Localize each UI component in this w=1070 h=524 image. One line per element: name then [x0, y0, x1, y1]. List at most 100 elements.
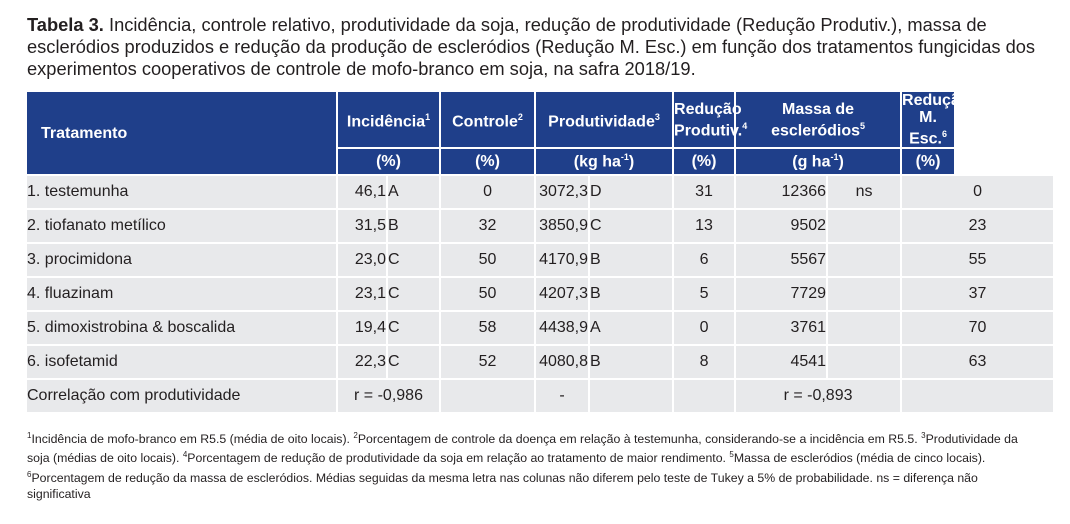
table-row: 2. tiofanato metílico 31,5 B 32 3850,9 C… [27, 210, 1054, 243]
unit-produtividade: (kg ha-1) [536, 149, 673, 175]
correlation-empty [590, 380, 673, 413]
cell-incidencia-letter: C [388, 278, 440, 311]
table-footnotes: 1Incidência de mofo-branco em R5.5 (médi… [27, 431, 1018, 501]
cell-massa-letter [828, 244, 901, 277]
cell-produtividade-letter: D [590, 176, 673, 209]
cell-produtividade-letter: B [590, 346, 673, 379]
cell-produtividade: 3072,3 [536, 176, 589, 209]
footnote: Porcentagem de redução de produtividade … [187, 451, 730, 466]
unit-incidencia: (%) [338, 149, 440, 175]
cell-reducao-produtiv: 5 [674, 278, 735, 311]
col-header-tratamento: Tratamento [27, 92, 336, 175]
cell-massa: 3761 [736, 312, 827, 345]
caption-label: Tabela 3. [27, 14, 104, 35]
cell-incidencia-letter: C [388, 244, 440, 277]
footnote: Massa de escleródios (média de cinco loc… [733, 451, 986, 466]
cell-reducao-produtiv: 0 [674, 312, 735, 345]
footnote: Produtividade da soja (médias de oito lo… [27, 432, 1018, 466]
cell-massa: 4541 [736, 346, 827, 379]
unit-reducao-produtiv: (%) [674, 149, 735, 175]
cell-reducao-m-esc: 63 [902, 346, 1054, 379]
cell-reducao-produtiv: 6 [674, 244, 735, 277]
cell-controle: 52 [441, 346, 535, 379]
cell-reducao-produtiv: 13 [674, 210, 735, 243]
correlation-incidencia: r = -0,986 [338, 380, 440, 413]
cell-incidencia-letter: B [388, 210, 440, 243]
cell-massa: 5567 [736, 244, 827, 277]
cell-massa: 9502 [736, 210, 827, 243]
correlation-empty [902, 380, 1054, 413]
cell-tratamento: 1. testemunha [27, 176, 336, 209]
cell-massa-letter: ns [828, 176, 901, 209]
table-row: 3. procimidona 23,0 C 50 4170,9 B 6 5567… [27, 244, 1054, 277]
cell-controle: 32 [441, 210, 535, 243]
correlation-controle-empty [441, 380, 535, 413]
cell-controle: 58 [441, 312, 535, 345]
col-header-produtividade: Produtividade3 [536, 92, 673, 148]
cell-reducao-m-esc: 37 [902, 278, 1054, 311]
cell-produtividade: 3850,9 [536, 210, 589, 243]
cell-tratamento: 4. fluazinam [27, 278, 336, 311]
col-header-controle: Controle2 [441, 92, 535, 148]
cell-incidencia: 22,3 [338, 346, 386, 379]
cell-tratamento: 6. isofetamid [27, 346, 336, 379]
cell-reducao-m-esc: 55 [902, 244, 1054, 277]
unit-massa: (g ha-1) [736, 149, 901, 175]
cell-massa-letter [828, 210, 901, 243]
cell-incidencia-letter: C [388, 312, 440, 345]
table-caption: Tabela 3. Incidência, controle relativo,… [27, 14, 1045, 80]
cell-reducao-m-esc: 0 [902, 176, 1054, 209]
footnote: Incidência de mofo-branco em R5.5 (média… [31, 432, 354, 447]
cell-tratamento: 5. dimoxistrobina & boscalida [27, 312, 336, 345]
footnote: Porcentagem de controle da doença em rel… [357, 432, 922, 447]
cell-produtividade: 4080,8 [536, 346, 589, 379]
cell-massa-letter [828, 278, 901, 311]
table-row: 5. dimoxistrobina & boscalida 19,4 C 58 … [27, 312, 1054, 345]
cell-incidencia: 19,4 [338, 312, 386, 345]
cell-controle: 50 [441, 278, 535, 311]
correlation-massa: r = -0,893 [736, 380, 901, 413]
unit-controle: (%) [441, 149, 535, 175]
cell-produtividade-letter: B [590, 278, 673, 311]
cell-produtividade: 4207,3 [536, 278, 589, 311]
col-header-massa-esclerodios: Massa de escleródios5 [736, 92, 901, 148]
cell-incidencia: 23,1 [338, 278, 386, 311]
cell-massa-letter [828, 346, 901, 379]
unit-reducao-m-esc: (%) [902, 149, 955, 175]
units-row: (%) (%) (kg ha-1) (%) (g ha-1) (%) [27, 149, 1053, 175]
cell-incidencia-letter: C [388, 346, 440, 379]
cell-massa: 12366 [736, 176, 827, 209]
header-row: Tratamento Incidência1 Controle2 Produti… [27, 92, 1053, 175]
cell-incidencia: 46,1 [338, 176, 386, 209]
cell-reducao-produtiv: 8 [674, 346, 735, 379]
col-header-reducao-m-esc: Redução M. Esc.6 [902, 92, 970, 148]
cell-incidencia: 31,5 [338, 210, 386, 243]
cell-reducao-produtiv: 31 [674, 176, 735, 209]
cell-controle: 50 [441, 244, 535, 277]
cell-massa-letter [828, 312, 901, 345]
cell-incidencia-letter: A [388, 176, 440, 209]
cell-reducao-m-esc: 23 [902, 210, 1054, 243]
footnote: Porcentagem de redução da massa de escle… [27, 470, 978, 501]
cell-reducao-m-esc: 70 [902, 312, 1054, 345]
cell-controle: 0 [441, 176, 535, 209]
cell-produtividade-letter: A [590, 312, 673, 345]
correlation-row: Correlação com produtividade r = -0,986 … [27, 380, 1054, 413]
col-header-reducao-produtiv: Redução Produtiv.4 [674, 92, 747, 148]
cell-produtividade-letter: B [590, 244, 673, 277]
cell-massa: 7729 [736, 278, 827, 311]
results-table: Tratamento Incidência1 Controle2 Produti… [25, 90, 1055, 414]
correlation-produtividade: - [536, 380, 589, 413]
table-figure: Tabela 3. Incidência, controle relativo,… [27, 14, 1054, 502]
cell-incidencia: 23,0 [338, 244, 386, 277]
cell-tratamento: 2. tiofanato metílico [27, 210, 336, 243]
cell-tratamento: 3. procimidona [27, 244, 336, 277]
correlation-label: Correlação com produtividade [27, 380, 336, 413]
table-body: 1. testemunha 46,1 A 0 3072,3 D 31 12366… [27, 176, 1054, 413]
table-row: 1. testemunha 46,1 A 0 3072,3 D 31 12366… [27, 176, 1054, 209]
cell-produtividade: 4170,9 [536, 244, 589, 277]
table-row: 6. isofetamid 22,3 C 52 4080,8 B 8 4541 … [27, 346, 1054, 379]
cell-produtividade: 4438,9 [536, 312, 589, 345]
cell-produtividade-letter: C [590, 210, 673, 243]
caption-text: Incidência, controle relativo, produtivi… [27, 14, 1036, 79]
